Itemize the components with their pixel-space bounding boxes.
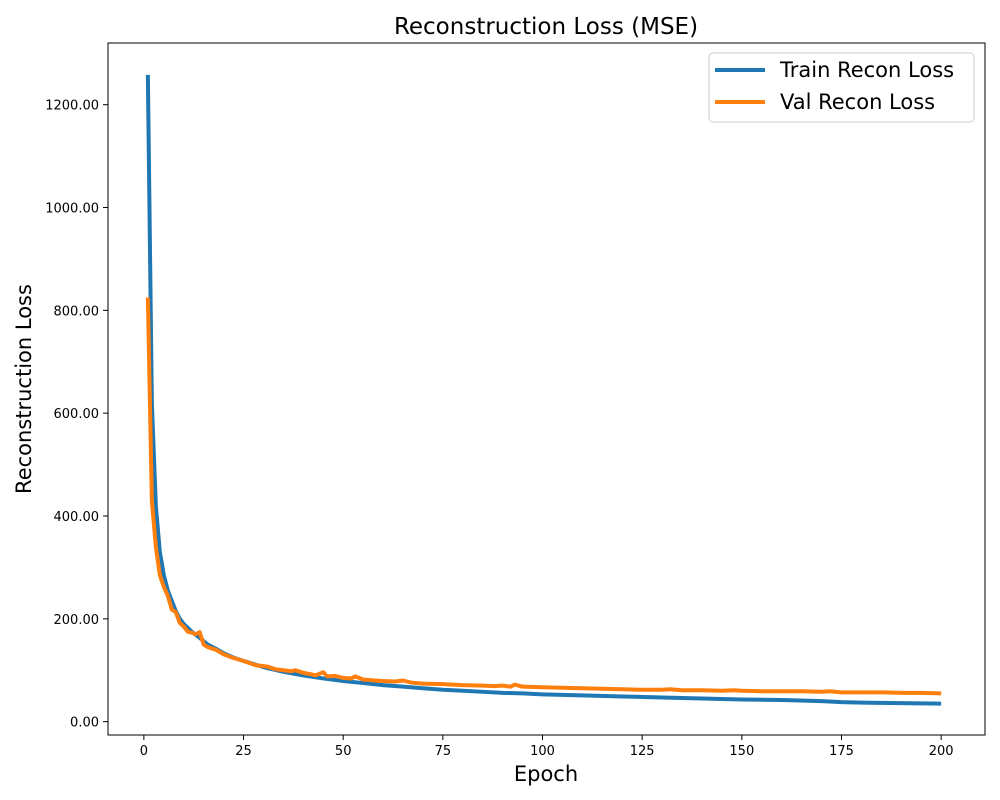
- plot-frame: [107, 42, 986, 736]
- legend-box: [708, 52, 975, 123]
- x-axis-label: Epoch: [514, 762, 578, 786]
- legend-label-val: Val Recon Loss: [780, 90, 935, 114]
- series-line-1: [145, 297, 942, 696]
- y-tick-label: 600.00: [54, 407, 100, 422]
- x-tick-label: 200: [929, 744, 954, 759]
- y-tick-label: 200.00: [54, 613, 100, 628]
- x-tick-label: 150: [729, 744, 754, 759]
- y-tick-label: 1000.00: [45, 202, 99, 217]
- chart-title: Reconstruction Loss (MSE): [394, 14, 698, 40]
- legend: Train Recon Loss Val Recon Loss: [708, 52, 975, 123]
- y-tick-label: 1200.00: [45, 99, 99, 114]
- x-tick-label: 50: [335, 744, 352, 759]
- x-tick-label: 175: [829, 744, 854, 759]
- y-tick-label: 400.00: [54, 510, 100, 525]
- x-tick-label: 25: [235, 744, 252, 759]
- x-tick-label: 0: [140, 744, 148, 759]
- legend-label-train: Train Recon Loss: [779, 58, 954, 82]
- series-layer: [145, 74, 942, 706]
- x-axis: 0 25 50 75 100 125 150 175 200: [140, 735, 954, 759]
- x-tick-label: 100: [530, 744, 555, 759]
- x-tick-label: 75: [435, 744, 452, 759]
- x-tick-label: 125: [630, 744, 655, 759]
- y-tick-label: 0.00: [70, 716, 99, 731]
- y-tick-label: 800.00: [54, 304, 100, 319]
- y-axis-label: Reconstruction Loss: [12, 284, 36, 494]
- plot-area: [108, 43, 985, 735]
- y-axis: 0.00 200.00 400.00 600.00 800.00 1000.00 1200.…: [45, 99, 108, 731]
